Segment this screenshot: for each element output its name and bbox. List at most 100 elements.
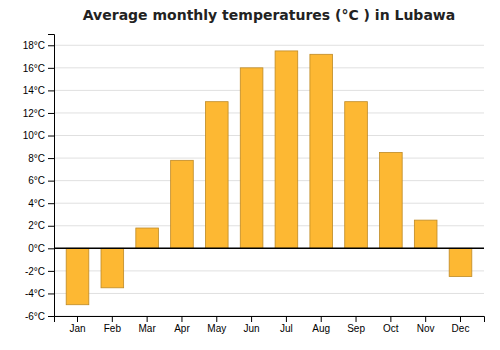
y-tick-label: -2°C <box>25 266 45 277</box>
y-tick-label: -4°C <box>25 288 45 299</box>
y-tick-label: 0°C <box>28 243 45 254</box>
grid-line <box>54 67 484 68</box>
grid-line <box>54 112 484 113</box>
x-tick-label: Sep <box>347 323 365 334</box>
x-tick-label: Jul <box>280 323 293 334</box>
x-axis-line <box>55 317 485 323</box>
bar <box>414 220 437 248</box>
y-tick: 12°C <box>23 108 54 119</box>
x-tick-mark <box>181 316 182 322</box>
x-tick-mark <box>356 316 357 322</box>
y-tick: 6°C <box>28 175 54 186</box>
y-tick: 8°C <box>28 153 54 164</box>
y-tick-mark <box>48 316 54 317</box>
bar <box>101 248 124 287</box>
bar <box>449 248 472 276</box>
y-tick-label: 18°C <box>23 40 45 51</box>
y-tick-mark <box>48 68 54 69</box>
y-tick-label: 16°C <box>23 63 45 74</box>
y-tick-label: 2°C <box>28 220 45 231</box>
y-axis: -6°C -4°C -2°C 0°C 2°C 4°C 6°C 8°C 10°C 12°C 14°C 1… <box>23 35 55 322</box>
bar <box>345 102 368 249</box>
y-tick-mark <box>48 248 54 249</box>
y-tick-mark <box>48 113 54 114</box>
y-tick-label: 14°C <box>23 85 45 96</box>
x-tick: Apr <box>174 316 190 334</box>
x-tick-label: Aug <box>312 323 330 334</box>
x-tick: Dec <box>452 316 470 334</box>
bar <box>380 152 403 248</box>
y-tick: -6°C <box>25 311 54 322</box>
x-tick-mark <box>460 316 461 322</box>
y-tick-mark <box>48 158 54 159</box>
grid-line <box>54 293 484 294</box>
bar <box>171 160 194 248</box>
y-tick-label: 12°C <box>23 108 45 119</box>
grid <box>54 45 484 316</box>
y-tick: -2°C <box>25 266 54 277</box>
y-tick-mark <box>48 181 54 182</box>
bar <box>240 68 263 248</box>
grid-line <box>54 203 484 204</box>
x-tick-mark <box>286 316 287 322</box>
y-tick: 16°C <box>23 63 54 74</box>
x-tick: Jul <box>280 316 293 334</box>
x-tick-label: Nov <box>417 323 435 334</box>
y-tick-label: 8°C <box>28 153 45 164</box>
x-tick-mark <box>216 316 217 322</box>
grid-line <box>54 135 484 136</box>
y-tick: -4°C <box>25 288 54 299</box>
x-tick: Feb <box>104 316 122 334</box>
x-tick-label: Jun <box>244 323 260 334</box>
y-tick-label: 10°C <box>23 130 45 141</box>
x-tick: Oct <box>383 316 399 334</box>
y-tick: 14°C <box>23 85 54 96</box>
y-tick-mark <box>48 136 54 137</box>
y-tick: 0°C <box>28 243 54 254</box>
zero-line <box>54 248 484 250</box>
x-tick-label: Apr <box>174 323 190 334</box>
bar <box>205 102 228 249</box>
y-tick-label: 4°C <box>28 198 45 209</box>
bar <box>275 51 298 248</box>
x-tick: Nov <box>417 316 435 334</box>
x-tick-label: Mar <box>139 323 157 334</box>
y-tick-mark <box>48 45 54 46</box>
plot-area <box>66 51 472 305</box>
x-tick: Aug <box>312 316 330 334</box>
x-tick-label: Oct <box>383 323 399 334</box>
y-tick: 2°C <box>28 220 54 231</box>
x-tick-mark <box>112 316 113 322</box>
x-axis: Jan Feb Mar Apr May Jun Jul Aug Sep Oct Nov Dec <box>55 316 485 334</box>
y-tick-label: 6°C <box>28 175 45 186</box>
x-tick: May <box>207 316 226 334</box>
grid-line <box>54 90 484 91</box>
y-tick-mark <box>48 226 54 227</box>
grid-line <box>54 45 484 46</box>
grid-line <box>54 158 484 159</box>
x-tick-mark <box>77 316 78 322</box>
grid-line <box>54 248 484 249</box>
y-tick-label: -6°C <box>25 311 45 322</box>
y-tick: 4°C <box>28 198 54 209</box>
y-tick-mark <box>48 90 54 91</box>
x-tick-label: Jan <box>69 323 85 334</box>
x-tick: Mar <box>139 316 157 334</box>
y-tick-mark <box>48 293 54 294</box>
x-tick-mark <box>321 316 322 322</box>
x-tick-label: Dec <box>452 323 470 334</box>
x-tick-label: Feb <box>104 323 122 334</box>
grid-line <box>54 180 484 181</box>
x-tick: Jan <box>69 316 85 334</box>
x-tick-mark <box>425 316 426 322</box>
x-tick: Jun <box>244 316 260 334</box>
bar <box>66 248 89 304</box>
x-tick-mark <box>390 316 391 322</box>
x-tick-mark <box>147 316 148 322</box>
x-tick: Sep <box>347 316 365 334</box>
y-tick: 10°C <box>23 130 54 141</box>
x-tick-mark <box>251 316 252 322</box>
x-tick-label: May <box>207 323 226 334</box>
y-tick-mark <box>48 203 54 204</box>
y-tick: 18°C <box>23 40 54 51</box>
